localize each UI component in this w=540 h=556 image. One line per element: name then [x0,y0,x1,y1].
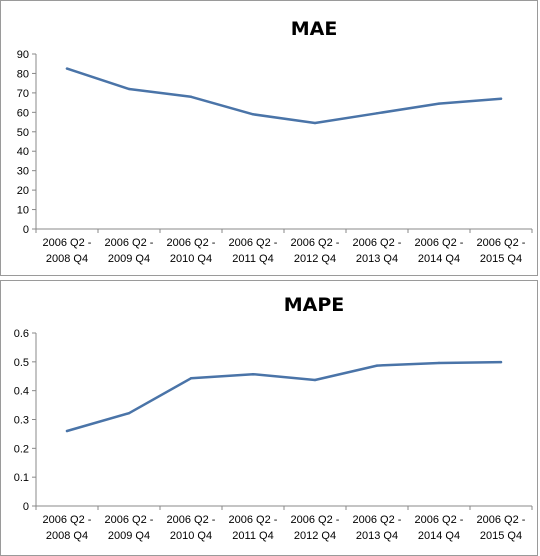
x-tick-label-line: 2015 Q4 [480,530,522,542]
x-tick-label-line: 2010 Q4 [170,530,212,542]
x-tick-label-line: 2006 Q2 - [105,514,154,526]
data-point [375,112,379,115]
x-tick-label: 2006 Q2 - 2008 Q4 [43,237,92,265]
x-tick-label-line: 2006 Q2 - [477,514,526,526]
x-tick-label-line: 2008 Q4 [46,253,88,265]
y-tick-label: 10 [17,205,29,217]
x-tick-label-line: 2014 Q4 [418,253,460,265]
x-tick-label: 2006 Q2 - 2011 Q4 [229,237,278,265]
x-tick-label-line: 2008 Q4 [46,530,88,542]
x-tick-label: 2006 Q2 - 2011 Q4 [229,514,278,542]
x-tick-label: 2006 Q2 - 2014 Q4 [415,237,464,265]
x-tick-label: 2006 Q2 - 2014 Q4 [415,514,464,542]
data-point [189,95,193,98]
x-tick-label: 2006 Q2 - 2012 Q4 [291,514,340,542]
y-tick-label: 0.5 [14,357,29,369]
y-tick-label: 0.1 [14,472,29,484]
x-tick-label-line: 2009 Q4 [108,530,150,542]
x-tick-label-line: 2006 Q2 - [477,237,526,249]
x-tick-label-line: 2010 Q4 [170,253,212,265]
data-point [499,360,503,364]
data-point [189,377,193,380]
data-point [313,378,317,382]
data-point [251,113,255,116]
x-tick-label-line: 2006 Q2 - [167,514,216,526]
y-tick-label: 70 [17,88,29,100]
y-tick-label: 50 [17,127,29,139]
x-tick-label: 2006 Q2 - 2013 Q4 [353,237,402,265]
mape-chart-panel: MAPE 0 0.1 0.2 0.3 0.4 0.5 0.6 2006 Q2 - 2008 Q4… [0,280,538,556]
x-tick-label: 2006 Q2 - 2010 Q4 [167,514,216,542]
x-tick-label: 2006 Q2 - 2013 Q4 [353,514,402,542]
y-tick-label: 0 [23,501,29,513]
x-tick-label: 2006 Q2 - 2012 Q4 [291,237,340,265]
x-tick-label: 2006 Q2 - 2015 Q4 [477,514,526,542]
y-tick-label: 80 [17,68,29,80]
chart-title: MAPE [284,294,345,316]
x-tick-label-line: 2006 Q2 - [353,237,402,249]
x-tick-label-line: 2006 Q2 - [415,514,464,526]
mae-chart-panel: MAE 0 10 20 30 40 50 60 70 80 90 2006 Q2 -2008 Q4 2… [0,0,538,276]
x-tick-label-line: 2012 Q4 [294,530,336,542]
x-tick-label-line: 2006 Q2 - [291,237,340,249]
x-tick-label: 2006 Q2 - 2008 Q4 [43,514,92,542]
data-point [65,429,69,433]
x-tick-label-line: 2012 Q4 [294,253,336,265]
y-tick-label: 60 [17,107,29,119]
x-tick-label-line: 2013 Q4 [356,253,398,265]
y-tick-label: 0 [23,224,29,236]
data-point [65,67,69,70]
x-tick-label-line: 2015 Q4 [480,253,522,265]
x-tick-label: 2006 Q2 - 2009 Q4 [105,237,154,265]
series-line [65,67,503,125]
x-tick-label-line: 2006 Q2 - [43,237,92,249]
y-tick-label: 0.3 [14,415,29,427]
data-point [251,373,255,376]
x-tick-label: 2006 Q2 - 2009 Q4 [105,514,154,542]
series-line [65,360,503,433]
data-point [437,102,441,105]
x-tick-label-line: 2006 Q2 - [291,514,340,526]
x-tick-label: 2006 Q2 - 2010 Q4 [167,237,216,265]
data-point [313,121,317,125]
y-tick-label: 0.6 [14,328,29,340]
y-tick-label: 0.4 [14,386,29,398]
x-tick-label-line: 2006 Q2 - [105,237,154,249]
y-tick-label: 40 [17,146,29,158]
x-tick-label-line: 2006 Q2 - [229,514,278,526]
chart-title: MAE [291,18,338,40]
x-tick-label-line: 2013 Q4 [356,530,398,542]
x-tick-label-line: 2006 Q2 - [167,237,216,249]
x-tick-label-line: 2006 Q2 - [415,237,464,249]
data-point [127,87,131,91]
data-point [375,364,379,367]
x-tick-label-line: 2009 Q4 [108,253,150,265]
x-tick-label-line: 2006 Q2 - [229,237,278,249]
y-tick-label: 20 [17,185,29,197]
y-tick-label: 90 [17,49,29,61]
data-point [127,411,131,415]
data-point [499,97,503,100]
mape-chart: MAPE 0 0.1 0.2 0.3 0.4 0.5 0.6 2006 Q2 - 2008 Q4… [14,294,533,542]
x-tick-label-line: 2011 Q4 [232,253,273,265]
x-tick-label-line: 2006 Q2 - [43,514,92,526]
y-tick-label: 30 [17,166,29,178]
y-tick-label: 0.2 [14,443,29,455]
x-tick-label-line: 2006 Q2 - [353,514,402,526]
x-tick-label: 2006 Q2 - 2015 Q4 [477,237,526,265]
x-tick-label-line: 2011 Q4 [232,530,273,542]
data-point [437,361,441,365]
x-tick-label-line: 2014 Q4 [418,530,460,542]
